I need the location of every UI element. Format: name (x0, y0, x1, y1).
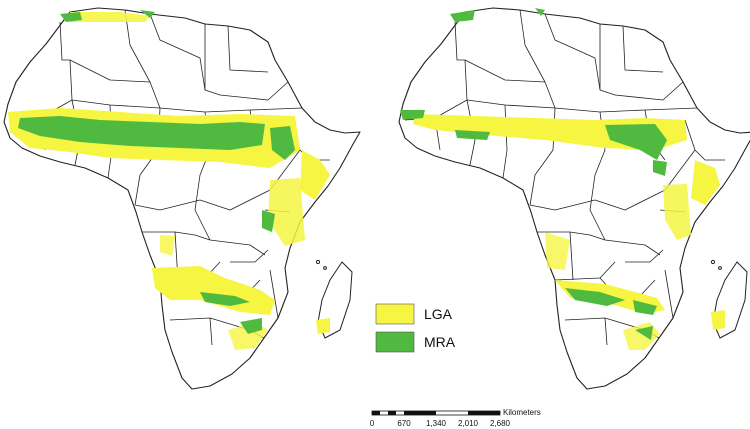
legend-label-lga: LGA (424, 306, 453, 322)
right-africa-map (398, 7, 750, 390)
legend: LGA MRA (375, 303, 456, 353)
left-africa-map (3, 7, 361, 390)
legend-swatch-mra (375, 331, 415, 353)
scale-tick-2: 1,340 (426, 419, 447, 428)
mra-zones-left (18, 10, 295, 334)
scale-bar: Kilometers 0 670 1,340 2,010 2,680 (370, 408, 541, 428)
legend-swatch-lga (375, 303, 415, 325)
scale-tick-1: 670 (397, 419, 411, 428)
legend-label-mra: MRA (424, 334, 456, 350)
scale-tick-3: 2,010 (458, 419, 479, 428)
mra-zones-right (400, 8, 667, 340)
legend-item-lga: LGA (375, 303, 453, 325)
scale-tick-0: 0 (370, 419, 375, 428)
scale-unit-label: Kilometers (503, 408, 541, 417)
legend-item-mra: MRA (375, 331, 456, 353)
scale-tick-4: 2,680 (490, 419, 511, 428)
